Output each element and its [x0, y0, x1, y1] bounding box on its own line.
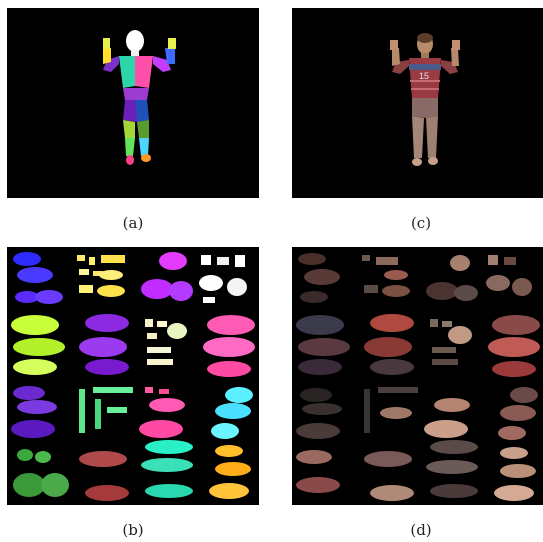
atlas-cell-d-4-2 [364, 451, 414, 501]
atlas-cell-d-3-4 [498, 387, 538, 440]
atlas-cell-d-2-1 [296, 315, 350, 375]
segment-left-foot [126, 155, 134, 165]
render-right-leg [426, 116, 438, 158]
panel-b-segmentation-atlas [7, 247, 259, 505]
atlas-cell-d-4-3 [426, 440, 478, 498]
atlas-cell-b-3-4 [211, 387, 253, 439]
atlas-cell-b-3-1 [11, 386, 57, 438]
render-shorts [412, 98, 438, 118]
atlas-cell-b-4-4 [209, 445, 251, 499]
segment-right-forearm [165, 48, 175, 64]
atlas-cell-b-3-3 [139, 387, 185, 438]
atlas-cell-b-1-1 [13, 252, 63, 304]
segment-right-shin [139, 138, 149, 156]
atlas-cell-d-3-1 [296, 388, 342, 439]
atlas-cell-d-4-4 [494, 447, 536, 501]
segment-head [126, 30, 144, 52]
atlas-cell-d-2-2 [364, 314, 414, 375]
atlas-cell-b-2-2 [79, 314, 129, 375]
segment-left-hand [103, 38, 110, 49]
atlas-cell-b-2-4 [203, 315, 255, 377]
atlas-cell-b-3-2 [79, 387, 133, 433]
render-right-foot [428, 157, 438, 165]
segment-torso-right [135, 56, 153, 88]
atlas-cell-b-4-3 [141, 440, 193, 498]
segment-torso-left [119, 56, 135, 88]
caption-a: (a) [122, 214, 144, 232]
segment-right-hand [168, 38, 176, 49]
atlas-cell-b-4-2 [79, 451, 129, 501]
segment-right-thigh [137, 120, 149, 138]
atlas-cell-b-1-2 [77, 255, 125, 297]
textured-figure: 15 [390, 33, 460, 166]
render-left-hand [390, 40, 398, 50]
panel-c-textured-render: 15 [292, 8, 543, 198]
atlas-cell-b-2-3 [145, 319, 187, 365]
atlas-cell-d-1-2 [362, 255, 410, 297]
jersey-number: 15 [419, 71, 429, 81]
segment-left-forearm [103, 48, 111, 64]
atlas-cell-d-2-3 [430, 319, 472, 365]
atlas-cell-b-4-1 [13, 449, 69, 497]
render-right-hand [452, 40, 460, 50]
atlas-cell-d-1-4 [486, 255, 532, 296]
segment-left-thigh [123, 120, 135, 138]
atlas-cell-d-3-3 [424, 398, 470, 438]
segmentation-atlas [11, 252, 255, 501]
segment-right-foot [141, 154, 151, 162]
panel-a-segmentation [7, 8, 259, 198]
atlas-cell-d-1-1 [298, 253, 340, 303]
atlas-cell-b-1-4 [199, 255, 247, 303]
panel-d-texture-atlas [292, 247, 543, 505]
caption-c: (c) [410, 214, 432, 232]
atlas-cell-d-2-4 [488, 315, 540, 377]
segment-left-shin [125, 138, 135, 156]
render-left-foot [412, 158, 422, 166]
segmented-figure [103, 30, 176, 165]
atlas-cell-d-1-3 [426, 255, 478, 301]
caption-b: (b) [122, 521, 144, 539]
atlas-cell-b-1-3 [141, 252, 193, 301]
caption-d: (d) [410, 521, 432, 539]
atlas-cell-d-3-2 [364, 387, 418, 433]
atlas-cell-b-2-1 [11, 315, 65, 375]
texture-atlas [296, 253, 540, 501]
render-left-leg [412, 116, 424, 158]
atlas-cell-d-4-1 [296, 450, 340, 493]
